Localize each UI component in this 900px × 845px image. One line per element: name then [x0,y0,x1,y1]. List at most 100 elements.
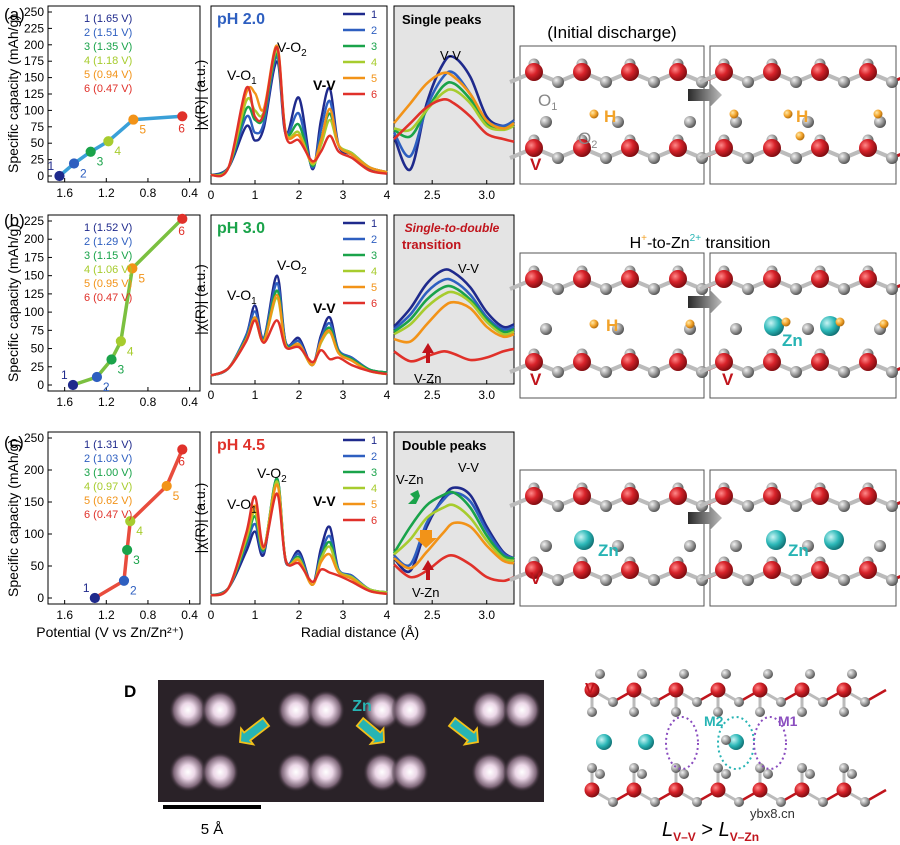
capacity-point-label-6: 6 [178,455,185,469]
o-atom [734,697,744,707]
v-atom [859,353,877,371]
zoom-axes-frame [393,431,515,605]
o-atom [742,500,754,512]
capacity-point-label-3: 3 [118,362,125,376]
v-atom [621,487,639,505]
v-atom [710,782,726,798]
zoom-v-zn-arrow [422,343,434,363]
o-atom [790,152,802,164]
capacity-point-4 [125,516,136,527]
v-atom [715,487,733,505]
v-atom [669,561,687,579]
y-tick-label: 125 [24,287,44,301]
x-tick-label: 0.4 [181,608,198,622]
x-tick-label: 3.0 [478,188,495,202]
o-atom [648,574,660,586]
radial-distance-axis-label: Radial distance (Å) [301,624,419,640]
capacity-point-label-1: 1 [61,368,68,382]
v-atom [710,682,726,698]
exafs-series-6 [210,492,388,597]
x-tick-label: 4 [384,608,391,622]
o-atom [650,697,660,707]
o-atom [650,797,660,807]
structure-a-label-o1: O1 [538,91,557,113]
capacity-chart-c: 0 50 100 150 200 250 1.6 1.2 0.8 0.4 Specific capa… [5,431,201,622]
o-atom [805,669,815,679]
capacity-point-5 [161,480,172,492]
stem-spot [307,752,345,792]
o-atom [847,769,857,779]
x-tick-label: 0.8 [140,186,157,200]
structure-a-label-v: V [530,155,542,174]
model-label-v: V [585,680,595,697]
zoom-series-5 [393,521,515,570]
v-atom [573,487,591,505]
exafs-legend-label-2: 2 [371,234,377,246]
x-tick-label: 1.6 [56,395,73,409]
zoom-annotation-v-v: V-V [458,261,479,276]
o-atom [886,283,898,295]
zoom-annotation-v-zn-upper: V-Zn [396,472,423,487]
exafs-series-2 [210,281,388,377]
capacity-point-2 [118,575,130,586]
o-atom [742,152,754,164]
capacity-point-2 [68,158,80,169]
o-atom [742,76,754,88]
exafs-legend-label-1: 1 [371,9,377,21]
zoom-series-3 [392,490,515,560]
exafs-axes-frame [210,431,388,605]
v-atom [859,139,877,157]
capacity-legend-entry-1: 1 (1.65 V) [84,13,132,25]
o-atom [595,669,605,679]
stem-spot [277,752,315,792]
zoom-series-6 [393,98,515,143]
capacity-legend-entry-5: 5 (0.62 V) [84,495,132,507]
x-tick-label: 1.2 [98,608,115,622]
o-atom [790,366,802,378]
v-atom [573,270,591,288]
zoom-red-arrow [422,560,434,580]
v-atom [811,63,829,81]
capacity-point-label-3: 3 [97,155,104,169]
o-apical-atom [802,116,814,128]
annotation-v-v: V-V [313,300,336,316]
x-tick-label: 0 [208,388,215,402]
annotation-v-o1: V-O1 [227,496,257,516]
panel-letter-d: D [124,682,136,701]
x-tick-label: 0.8 [140,395,157,409]
o-atom [552,366,564,378]
h-atom [873,109,883,119]
y-tick-label: 0 [37,169,44,183]
v-atom [752,682,768,698]
zoom-series-2 [392,70,515,158]
exafs-chart-b: 0 1 2 3 4|χ(R)| (a.u.)pH 3.0 123456V-O1V-O2V-… [192,214,391,402]
stem-arrow [447,716,479,746]
exafs-legend-label-4: 4 [371,266,377,278]
exafs-series-2 [210,477,388,597]
y-tick-label: 25 [31,360,45,374]
exafs-legend-label-2: 2 [371,25,377,37]
structure-a-label-h-left: H [604,107,616,126]
capacity-point-label-2: 2 [80,167,87,181]
h-to-zn-transition-title: H+-to-Zn2+ transition [630,233,771,252]
o-atom [552,500,564,512]
o-atom [886,500,898,512]
structure-b: H Zn V V [509,252,900,399]
annotation-v-o1-subscript: 1 [251,505,257,516]
structure-a-arrow [688,83,722,107]
v-atom [668,782,684,798]
v-atom [752,782,768,798]
exafs-legend-label-6: 6 [371,89,377,101]
initial-discharge-title: (Initial discharge) [547,23,676,42]
structure-b-label-zn: Zn [782,331,803,350]
o-atom [838,283,850,295]
o-atom [838,76,850,88]
capacity-legend-entry-3: 3 (1.35 V) [84,41,132,53]
x-tick-label: 2 [296,608,303,622]
x-tick-label: 1 [252,188,259,202]
capacity-point-label-1: 1 [47,159,54,173]
model-label-m1: M1 [778,713,798,729]
annotation-v-o2-text: V-O [257,465,281,481]
v-atom [715,353,733,371]
